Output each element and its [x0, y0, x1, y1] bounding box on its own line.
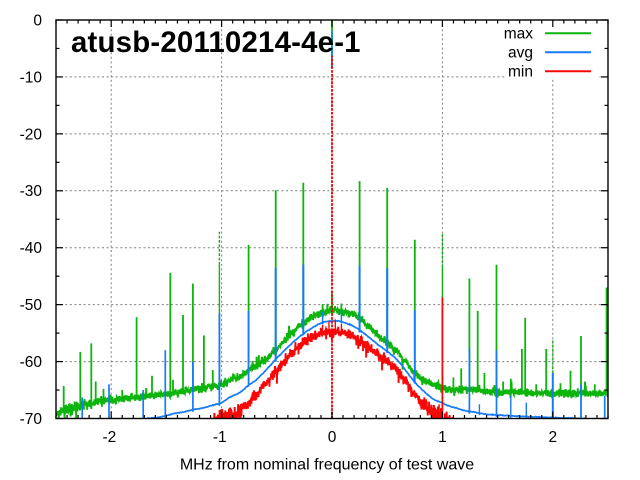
svg-text:-10: -10: [20, 69, 43, 86]
svg-text:MHz from nominal frequency of: MHz from nominal frequency of test wave: [180, 457, 474, 474]
svg-text:avg: avg: [508, 45, 533, 62]
svg-text:-1: -1: [213, 429, 227, 446]
svg-text:0: 0: [33, 12, 42, 29]
svg-text:1: 1: [438, 429, 447, 446]
svg-text:-40: -40: [20, 240, 43, 257]
svg-text:0: 0: [328, 429, 337, 446]
svg-text:atusb-20110214-4e-1: atusb-20110214-4e-1: [71, 26, 361, 59]
svg-text:2: 2: [548, 429, 557, 446]
svg-text:min: min: [508, 64, 533, 81]
svg-text:-50: -50: [20, 297, 43, 314]
svg-text:-2: -2: [103, 429, 117, 446]
svg-text:-70: -70: [20, 411, 43, 428]
svg-text:-60: -60: [20, 354, 43, 371]
svg-text:max: max: [504, 26, 534, 43]
svg-text:-20: -20: [20, 126, 43, 143]
svg-text:-30: -30: [20, 183, 43, 200]
